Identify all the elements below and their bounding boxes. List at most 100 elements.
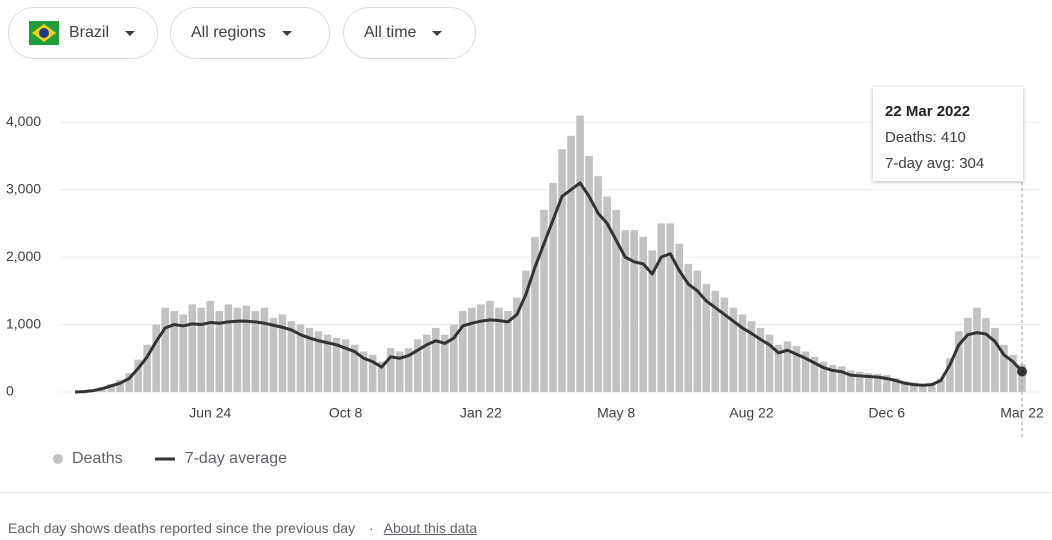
bar: [630, 230, 638, 392]
bar: [206, 300, 215, 392]
bar: [251, 311, 260, 392]
bar: [612, 209, 620, 392]
flag: [29, 21, 59, 45]
bar: [332, 338, 341, 392]
footer: Each day shows deaths reported since the…: [8, 520, 477, 536]
bar: [666, 223, 675, 392]
divider: [0, 492, 1052, 493]
tooltip-value: 410: [940, 129, 966, 146]
bar: [468, 307, 476, 392]
bar: [946, 358, 954, 392]
bar: [585, 155, 593, 392]
bar: [513, 297, 521, 392]
bar: [837, 366, 846, 392]
bar: [801, 351, 810, 392]
bar: [350, 344, 359, 392]
bar: [594, 176, 602, 392]
bar: [386, 348, 395, 392]
bar: [107, 383, 115, 392]
bar: [982, 317, 990, 392]
dropdown-arrow: [432, 30, 443, 36]
bar: [603, 196, 611, 392]
bar: [1000, 344, 1008, 392]
bar: [278, 314, 287, 392]
bar: [792, 346, 801, 392]
bar: [549, 182, 557, 392]
region-select[interactable]: All regions: [170, 7, 330, 59]
bar: [404, 348, 413, 392]
bar: [125, 373, 133, 392]
legend: Deaths 7-day average: [52, 450, 287, 468]
bar: [440, 334, 449, 392]
bar: [395, 351, 404, 392]
bar: [964, 317, 972, 392]
bar: [116, 379, 124, 392]
bar: [431, 327, 440, 392]
bar: [522, 270, 530, 392]
bar: [648, 250, 657, 392]
bar: [197, 307, 206, 392]
bar: [774, 344, 783, 392]
bar: [296, 324, 305, 392]
bar: [864, 373, 873, 392]
bar: [1009, 354, 1017, 392]
bar: [224, 304, 233, 392]
y-tick-label: 2,000: [6, 248, 41, 264]
tooltip-label: Deaths:: [885, 129, 937, 146]
bar: [422, 334, 431, 392]
time-select[interactable]: All time: [343, 7, 476, 59]
bar: [747, 321, 756, 392]
bar: [855, 371, 864, 392]
bar: [359, 351, 368, 392]
bar: [1018, 364, 1026, 392]
separator: ·: [369, 520, 374, 536]
tooltip-title: 22 Mar 2022: [885, 103, 971, 120]
bar: [269, 317, 278, 392]
bar: [134, 359, 142, 392]
bar: [495, 307, 503, 392]
bar: [973, 307, 981, 392]
bar: [233, 307, 242, 392]
bar: [477, 304, 485, 392]
bar: [287, 321, 296, 392]
bar: [846, 370, 855, 392]
bar: [161, 307, 169, 392]
bar: [937, 378, 945, 392]
hover-dot: [1017, 366, 1027, 377]
y-tick-label: 0: [6, 383, 14, 399]
bar: [900, 381, 909, 392]
bar: [729, 307, 738, 392]
bar: [504, 311, 512, 392]
bar: [450, 324, 458, 392]
y-tick-label: 1,000: [6, 315, 41, 331]
legend-swatch: [53, 454, 63, 464]
dropdown-arrow: [125, 30, 136, 36]
country-select[interactable]: Brazil: [8, 7, 158, 59]
x-tick-label: Oct 8: [329, 405, 363, 421]
bar: [684, 263, 693, 392]
bar: [909, 382, 918, 392]
bar: [828, 365, 837, 392]
bar: [341, 339, 350, 392]
time-label: All time: [364, 24, 417, 41]
x-tick-label: Aug 22: [729, 405, 774, 421]
tooltip-label: 7-day avg:: [885, 155, 956, 172]
bar: [657, 223, 666, 392]
about-link[interactable]: About this data: [383, 520, 478, 536]
bar: [891, 377, 900, 392]
bar: [567, 135, 575, 392]
x-tick-label: Dec 6: [868, 405, 905, 421]
bar: [170, 311, 178, 392]
bar: [323, 334, 332, 392]
bar: [928, 383, 936, 392]
bar: [919, 383, 927, 392]
x-tick-label: Jan 22: [460, 405, 502, 421]
bar: [702, 284, 711, 392]
bar: [873, 373, 882, 392]
bar: [819, 361, 828, 392]
chart: 0 1,000 2,000 3,000 4,000 Jun 24 Oct 8 Jan 22 Ma…: [6, 113, 1044, 440]
bar: [765, 334, 774, 392]
average-line: [74, 181, 1024, 394]
bar: [576, 115, 584, 392]
bar: [260, 307, 269, 392]
